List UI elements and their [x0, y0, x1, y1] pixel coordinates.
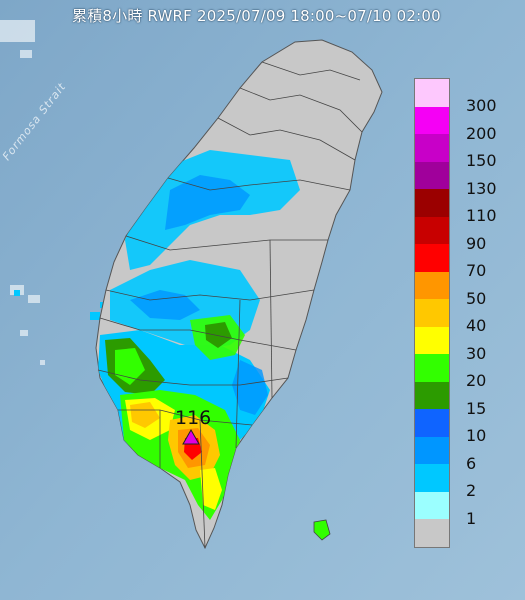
legend-swatch: [415, 134, 449, 162]
orchid-island: [313, 519, 331, 541]
legend-swatch: [415, 464, 449, 492]
legend-label: 70: [466, 261, 487, 280]
rainfall-legend: [414, 78, 450, 548]
legend-swatch: [415, 271, 449, 299]
legend-label: 30: [466, 343, 487, 363]
legend-label: 110: [466, 206, 497, 225]
legend-label: 10: [466, 426, 487, 445]
legend-swatch: [415, 189, 449, 217]
legend-label: 130: [466, 178, 497, 198]
legend-label: 2: [466, 481, 477, 500]
legend-label: 20: [466, 371, 487, 390]
legend-label: 200: [466, 123, 497, 143]
legend-label: 300: [466, 96, 497, 115]
legend-label: 150: [466, 151, 497, 170]
legend-label: 40: [466, 316, 487, 335]
rainfall-field: [98, 150, 300, 520]
legend-label: 50: [466, 288, 487, 308]
legend-label: 1: [466, 508, 477, 528]
legend-label: 90: [466, 233, 487, 253]
map-title: 累積8小時 RWRF 2025/07/09 18:00~07/10 02:00: [72, 7, 441, 25]
legend-swatch: [415, 436, 449, 464]
legend-swatch: [415, 161, 449, 189]
legend-swatch: [415, 519, 449, 547]
legend-label: 6: [466, 453, 477, 473]
legend-swatch: [415, 381, 449, 409]
legend-swatch: [415, 216, 449, 244]
legend-swatch: [415, 244, 449, 272]
legend-swatch: [415, 354, 449, 382]
county-boundaries: [97, 61, 363, 549]
legend-swatch: [415, 106, 449, 134]
max-rainfall-value: 116: [175, 407, 212, 429]
legend-swatch: [415, 299, 449, 327]
legend-swatch: [415, 491, 449, 519]
legend-swatch: [415, 409, 449, 437]
legend-label: 15: [466, 398, 487, 418]
legend-swatch: [415, 326, 449, 354]
legend-swatch: [415, 79, 449, 107]
max-rainfall-marker-icon: [182, 428, 200, 445]
